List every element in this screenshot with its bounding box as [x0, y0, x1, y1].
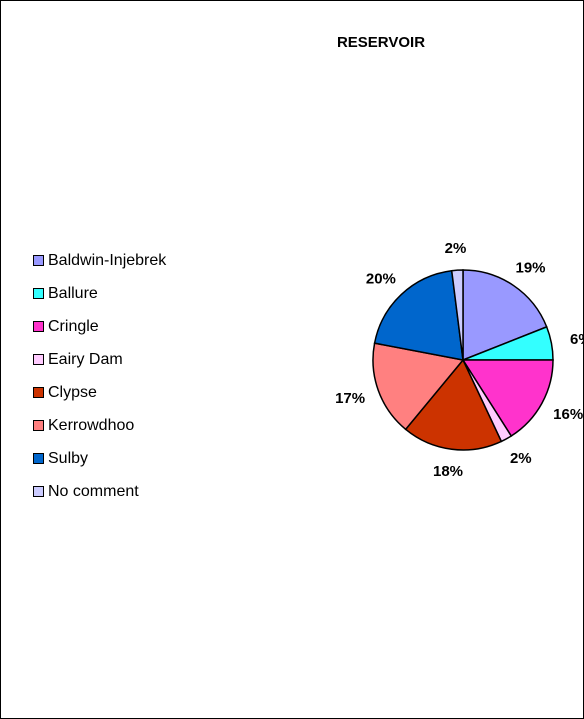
- legend-swatch: [33, 321, 44, 332]
- pie-slice: [373, 269, 464, 361]
- chart-title: RESERVOIR: [336, 34, 426, 51]
- legend-label: Clypse: [48, 383, 97, 401]
- legend-swatch: [33, 387, 44, 398]
- legend-swatch: [33, 486, 44, 497]
- pie-slice: [461, 359, 554, 438]
- pie-slice: [404, 358, 503, 451]
- legend-item: Sulby: [33, 442, 166, 475]
- pie-slice: [372, 342, 465, 431]
- legend: Baldwin-Injebrek Ballure Cringle Eairy D…: [33, 244, 166, 508]
- legend-item: Baldwin-Injebrek: [33, 244, 166, 277]
- legend-label: Baldwin-Injebrek: [48, 251, 167, 269]
- legend-item: Eairy Dam: [33, 343, 166, 376]
- slice-label: 18%: [433, 463, 463, 480]
- legend-item: Cringle: [33, 310, 166, 343]
- legend-item: No comment: [33, 475, 166, 508]
- legend-swatch: [33, 453, 44, 464]
- slice-label: 16%: [553, 406, 583, 423]
- legend-label: Kerrowdhoo: [48, 416, 135, 434]
- legend-swatch: [33, 420, 44, 431]
- legend-label: Sulby: [48, 449, 89, 467]
- legend-swatch: [33, 255, 44, 266]
- legend-item: Kerrowdhoo: [33, 409, 166, 442]
- slice-label: 19%: [515, 259, 545, 276]
- legend-item: Clypse: [33, 376, 166, 409]
- slice-label: 2%: [445, 240, 467, 257]
- legend-label: Eairy Dam: [48, 350, 123, 368]
- legend-label: Cringle: [48, 317, 99, 335]
- legend-label: No comment: [48, 482, 139, 500]
- slice-label: 17%: [335, 390, 365, 407]
- slice-label: 6%: [570, 331, 583, 348]
- legend-swatch: [33, 354, 44, 365]
- pie-slice: [450, 269, 464, 361]
- legend-item: Ballure: [33, 277, 166, 310]
- legend-label: Ballure: [48, 284, 98, 302]
- pie-slice: [462, 269, 548, 362]
- legend-swatch: [33, 288, 44, 299]
- slice-label: 20%: [366, 270, 396, 287]
- slice-label: 2%: [510, 450, 532, 467]
